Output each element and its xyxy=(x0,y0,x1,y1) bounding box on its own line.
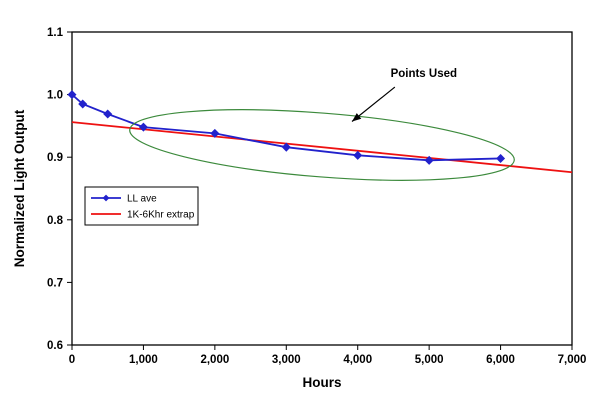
data-point-marker xyxy=(496,153,506,163)
data-point-marker xyxy=(424,155,434,165)
legend-item-label: 1K-6Khr extrap xyxy=(127,210,195,221)
annotation-arrowhead xyxy=(352,113,362,122)
y-tick-label: 0.8 xyxy=(47,215,64,227)
data-point-marker xyxy=(353,150,363,160)
x-tick-label: 6,000 xyxy=(486,354,515,366)
data-point-marker xyxy=(67,90,77,100)
data-point-marker xyxy=(281,142,291,152)
x-tick-label: 5,000 xyxy=(415,354,444,366)
data-point-marker xyxy=(138,122,148,132)
legend-box xyxy=(84,186,199,226)
data-point-marker xyxy=(103,109,113,119)
y-tick-label: 1.1 xyxy=(47,27,64,39)
y-axis-title: Normalized Light Output xyxy=(12,109,27,267)
x-tick-label: 0 xyxy=(69,354,75,366)
x-tick-label: 3,000 xyxy=(272,354,301,366)
annotation-arrow-line xyxy=(351,86,396,122)
x-axis-title: Hours xyxy=(302,375,341,390)
x-tick-label: 4,000 xyxy=(343,354,372,366)
y-tick-label: 1.0 xyxy=(47,90,63,102)
y-tick-label: 0.6 xyxy=(47,340,63,352)
x-tick-label: 2,000 xyxy=(200,354,229,366)
annotation-label: Points Used xyxy=(391,68,457,80)
series-line-1k-6khr-extrap xyxy=(71,121,573,174)
x-tick-label: 1,000 xyxy=(129,354,158,366)
legend-item-label: LL ave xyxy=(127,194,157,205)
x-tick-label: 7,000 xyxy=(558,354,587,366)
y-tick-label: 0.7 xyxy=(47,277,63,289)
legend-marker-diamond xyxy=(102,194,110,202)
data-point-marker xyxy=(78,99,88,109)
data-point-marker xyxy=(210,128,220,138)
points-used-ellipse xyxy=(129,109,515,181)
y-tick-label: 0.9 xyxy=(47,152,63,164)
